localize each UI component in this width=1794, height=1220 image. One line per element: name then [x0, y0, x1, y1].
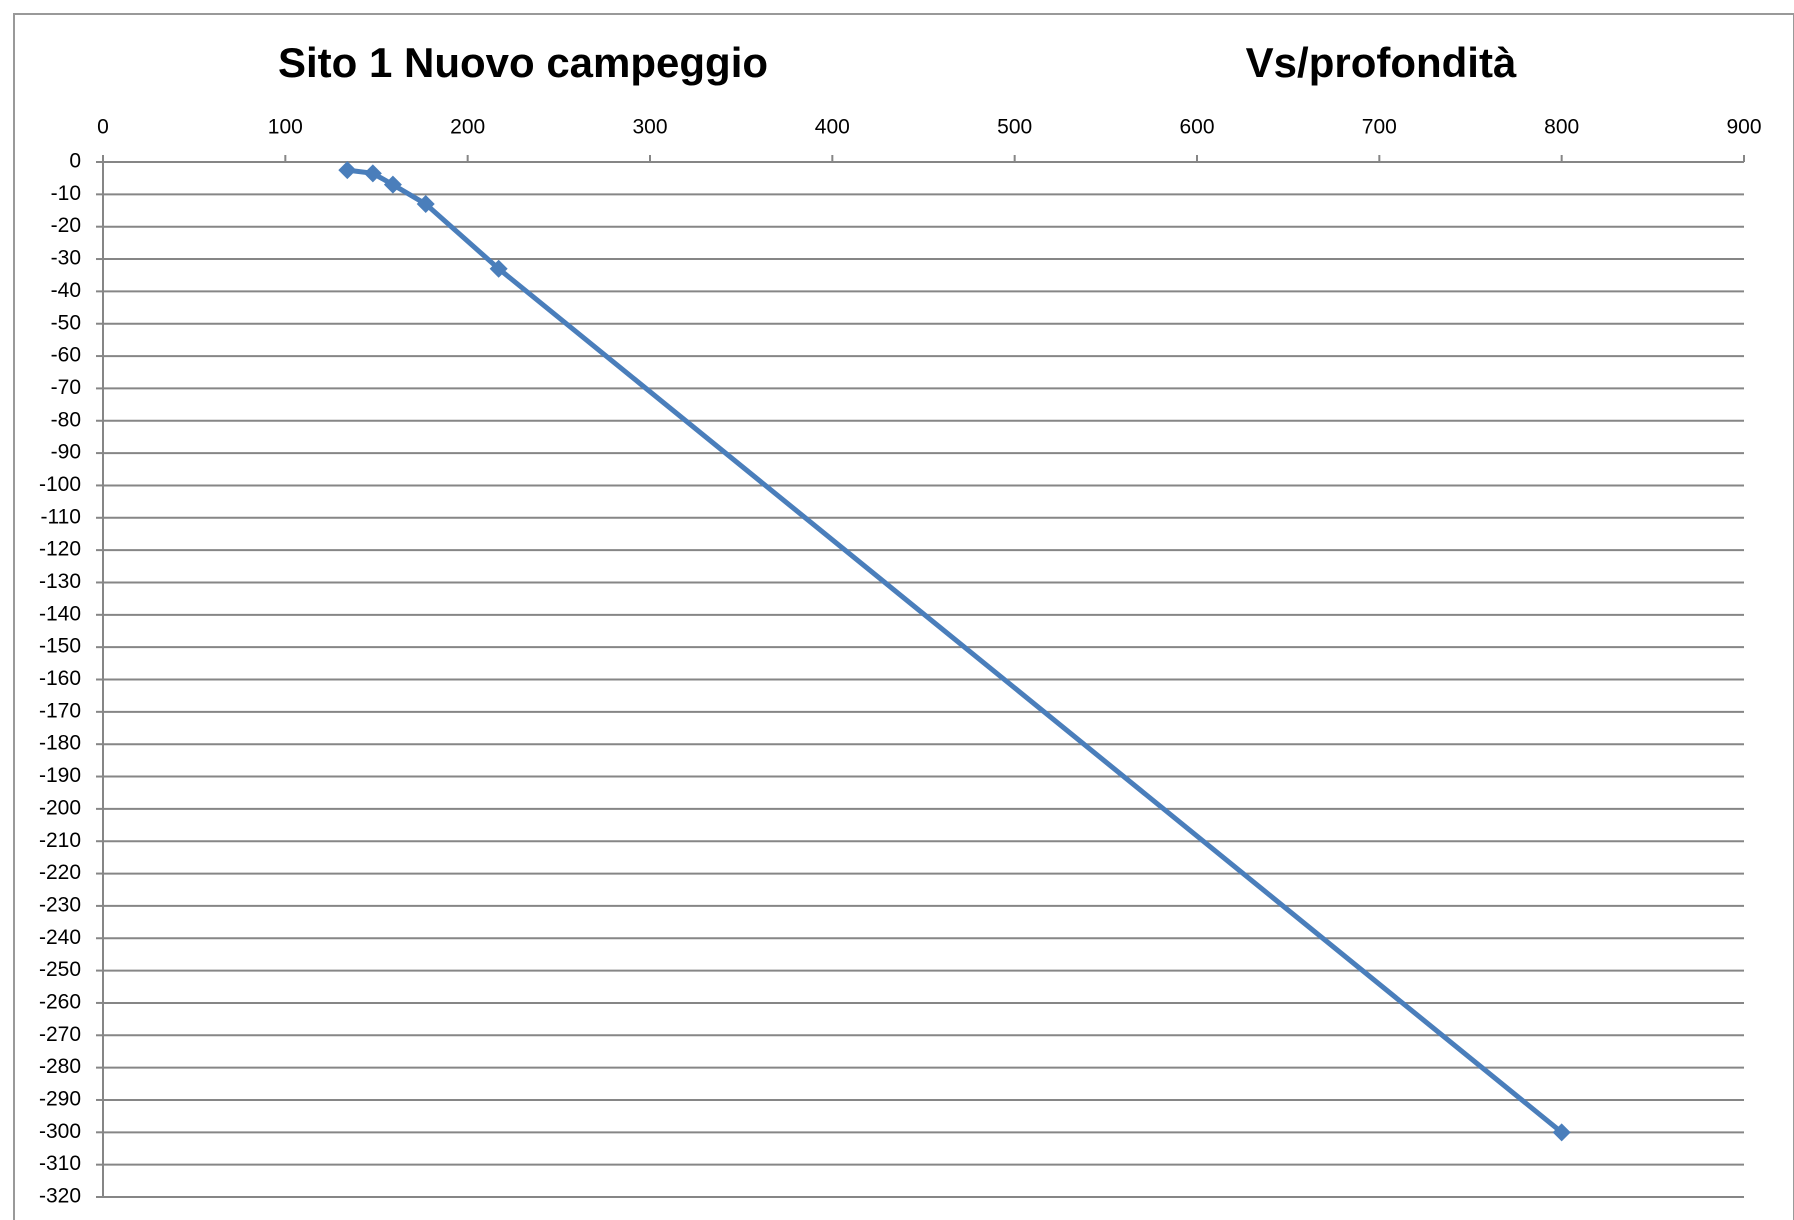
y-tick-label: 0 — [69, 150, 81, 173]
x-tick-label: 600 — [1179, 116, 1214, 139]
x-tick-label: 500 — [997, 116, 1032, 139]
y-tick-label: -50 — [51, 311, 81, 334]
y-tick-label: -110 — [41, 505, 81, 528]
y-tick-label: -100 — [39, 473, 81, 496]
y-tick-label: -230 — [39, 893, 81, 916]
y-tick-label: -310 — [39, 1152, 81, 1175]
data-point — [338, 161, 357, 180]
y-tick-label: -90 — [51, 441, 81, 464]
y-tick-label: -210 — [39, 829, 81, 852]
chart-subtitle: Vs/profondità — [1246, 39, 1517, 86]
x-tick-label: 800 — [1544, 116, 1579, 139]
y-tick-label: -200 — [39, 796, 81, 819]
y-tick-label: -120 — [39, 538, 81, 561]
y-tick-label: -160 — [39, 667, 81, 690]
y-tick-label: -320 — [39, 1185, 81, 1208]
y-tick-label: -140 — [39, 602, 81, 625]
y-tick-label: -10 — [51, 182, 81, 205]
y-tick-label: -220 — [39, 861, 81, 884]
y-tick-label: -20 — [51, 214, 81, 237]
x-tick-label: 300 — [632, 116, 667, 139]
x-tick-label: 900 — [1726, 116, 1761, 139]
data-point — [1552, 1123, 1571, 1142]
y-tick-label: -170 — [39, 699, 81, 722]
data-point — [363, 164, 382, 183]
y-tick-label: -260 — [39, 990, 81, 1013]
x-tick-label: 200 — [450, 116, 485, 139]
y-tick-label: -70 — [51, 376, 81, 399]
y-tick-label: -290 — [39, 1088, 81, 1111]
x-tick-label: 0 — [97, 116, 109, 139]
y-tick-label: -40 — [51, 279, 81, 302]
y-tick-label: -130 — [39, 570, 81, 593]
series-line — [347, 167, 1564, 1135]
data-point — [489, 259, 508, 278]
y-tick-label: -30 — [51, 247, 81, 270]
y-tick-label: -150 — [39, 635, 81, 658]
chart-title: Sito 1 Nuovo campeggio — [278, 39, 768, 86]
data-point — [383, 175, 402, 194]
y-tick-label: -180 — [39, 732, 81, 755]
y-tick-label: -250 — [39, 958, 81, 981]
y-tick-label: -270 — [39, 1023, 81, 1046]
y-tick-label: -240 — [39, 926, 81, 949]
x-tick-label: 400 — [815, 116, 850, 139]
data-point — [416, 195, 435, 214]
y-tick-label: -190 — [39, 764, 81, 787]
y-tick-label: -300 — [39, 1120, 81, 1143]
chart-frame — [13, 13, 1794, 1220]
y-tick-label: -60 — [51, 344, 81, 367]
y-tick-label: -80 — [51, 408, 81, 431]
x-tick-label: 100 — [268, 116, 303, 139]
y-tick-label: -280 — [39, 1055, 81, 1078]
x-tick-label: 700 — [1362, 116, 1397, 139]
